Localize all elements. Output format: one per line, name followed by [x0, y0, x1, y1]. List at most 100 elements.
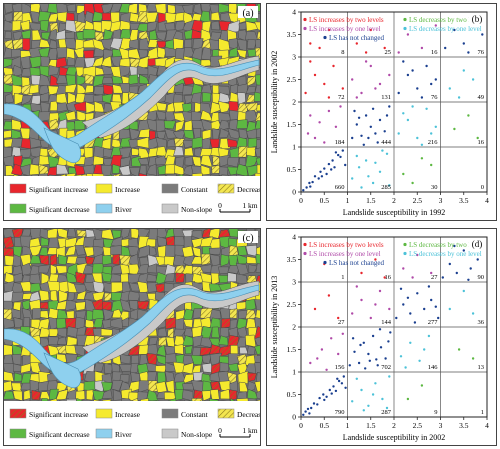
scatter-point [430, 271, 433, 275]
scatter-point [355, 42, 358, 45]
scatter-point [323, 398, 326, 402]
scatter-point [337, 352, 340, 356]
scatter-point [471, 78, 475, 81]
scatter-point [362, 409, 365, 412]
scatter-point [375, 358, 378, 361]
scatter-point [355, 96, 358, 99]
x-tick-label: 4 [485, 421, 489, 430]
scatter-point [399, 287, 403, 290]
scatter-point [369, 125, 372, 128]
scatter-point [330, 337, 333, 340]
scatter-point [384, 357, 387, 360]
x-tick-label: 3 [439, 196, 443, 205]
scatter-point [309, 361, 312, 365]
y-tick-label: 3 [292, 278, 296, 287]
scatter-point [409, 341, 412, 344]
scatter-point [416, 136, 419, 140]
panel-label-bg [469, 13, 485, 24]
x-tick-label: 3 [439, 421, 443, 430]
scatter-point [340, 382, 344, 385]
scatter-point [374, 258, 377, 261]
panel-label: (d) [472, 239, 483, 249]
scatter-point [402, 172, 405, 176]
cell-count: 16 [478, 139, 485, 146]
y-tick-label: 3.5 [287, 255, 297, 264]
scatter-point [357, 166, 361, 169]
y-tick-label: 2 [292, 323, 296, 332]
scatter-point [309, 42, 312, 45]
scatter-point [309, 185, 312, 188]
scatter-point [306, 132, 310, 135]
scatter-point [434, 24, 437, 27]
scatter-point [355, 285, 358, 288]
legend-entry: LS decreases by one level [409, 25, 482, 33]
scatter-point [360, 134, 363, 137]
scatter-point [453, 244, 456, 248]
scatter-point [327, 96, 331, 99]
legend-swatch [217, 408, 235, 419]
scatter-point [462, 249, 465, 252]
cell-count: 1 [481, 409, 484, 416]
scatter-point [467, 278, 470, 281]
scatter-point [388, 73, 391, 77]
cell-count: 1 [341, 274, 344, 281]
scatter-point [328, 388, 331, 392]
cell-count: 0 [481, 184, 484, 191]
legend-label: Significant increase [29, 410, 89, 419]
legend-label: Significant increase [29, 185, 89, 194]
legend-label: Decrease [237, 185, 260, 194]
scatter-point [364, 114, 368, 117]
scatter-point [367, 136, 370, 140]
scatter-point [316, 357, 319, 360]
legend-entry: LS has not changed [329, 34, 385, 42]
scatter-point [411, 105, 414, 108]
reservoir [43, 352, 82, 389]
cell-count: 30 [431, 184, 438, 191]
y-tick-label: 2.5 [287, 75, 297, 84]
cell-count: 16 [385, 274, 392, 281]
scatter-point [374, 303, 377, 306]
cell-count: 9 [434, 409, 437, 416]
scatter-point [371, 107, 375, 111]
scatter-point [430, 82, 433, 86]
legend-label: Significant decrease [29, 430, 90, 439]
legend-marker [303, 242, 307, 247]
scatter-point [411, 181, 414, 185]
scatter-point [327, 109, 331, 113]
scatter-point [481, 33, 484, 36]
scatter-point [420, 46, 424, 50]
scatter-point [309, 114, 312, 117]
scatter-point [362, 143, 365, 146]
scatter-point [430, 132, 433, 135]
scatter-point [457, 96, 461, 99]
cell-count: 285 [381, 184, 391, 191]
cell-count: 90 [478, 274, 485, 281]
scatter-point [453, 127, 456, 131]
legend-label: Increase [115, 185, 141, 194]
scatter-point [319, 170, 322, 173]
scatter-point [395, 316, 398, 320]
scatter-point [411, 69, 414, 72]
legend-background [4, 401, 260, 445]
scatter-point [364, 159, 368, 162]
panel-label-bg [469, 238, 485, 249]
cell-count: 156 [335, 364, 346, 371]
cell-count: 76 [431, 94, 438, 101]
legend-entry: LS has not changed [329, 259, 385, 267]
scatter-point [388, 184, 391, 187]
scatter-point [369, 28, 372, 32]
y-tick-label: 1.5 [287, 345, 297, 354]
scatter-point [325, 368, 328, 371]
legend-entry: LS decreases by two levels [409, 241, 485, 249]
scatter-point [339, 155, 342, 159]
map-svg: (c) Significant increase Increase Constant D… [4, 229, 260, 445]
scatter-point [444, 46, 447, 50]
scatter-point [327, 162, 331, 166]
cell-count: 16 [431, 49, 438, 56]
scatter-point [351, 136, 354, 140]
scatter-point [357, 361, 361, 365]
scatter-point [313, 175, 317, 178]
scatter-point [310, 406, 313, 410]
scatter-point [357, 116, 361, 120]
scatter-point [397, 132, 400, 135]
